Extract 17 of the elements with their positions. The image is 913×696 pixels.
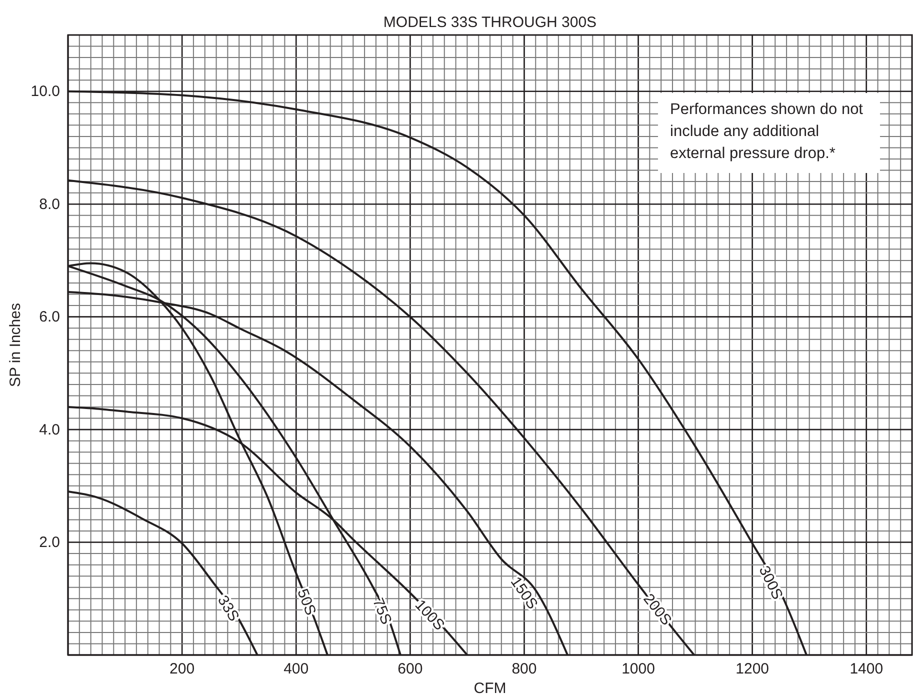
- x-tick-label: 800: [512, 660, 537, 678]
- x-tick-label: 1400: [850, 660, 884, 678]
- chart-title: MODELS 33S THROUGH 300S: [383, 14, 597, 31]
- y-tick-label: 6.0: [39, 308, 60, 326]
- annotation: Performances shown do not include any additional external pressure drop.*: [658, 93, 880, 173]
- y-axis-title: SP in Inches: [7, 303, 24, 387]
- y-tick-label: 2.0: [39, 534, 60, 552]
- x-tick-label: 600: [398, 660, 423, 678]
- y-tick-label: 8.0: [39, 196, 60, 213]
- x-tick-label: 200: [170, 660, 195, 678]
- y-tick-label: 4.0: [39, 421, 60, 438]
- y-tick-label: 10.0: [30, 83, 60, 100]
- x-tick-label: 400: [284, 660, 309, 678]
- x-axis-title: CFM: [474, 680, 506, 696]
- x-tick-label: 1200: [736, 660, 770, 678]
- x-tick-label: 1000: [622, 660, 655, 678]
- text: 75S: [369, 596, 395, 627]
